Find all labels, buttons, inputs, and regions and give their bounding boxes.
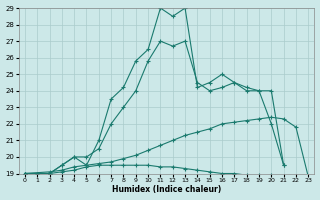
- X-axis label: Humidex (Indice chaleur): Humidex (Indice chaleur): [112, 185, 221, 194]
